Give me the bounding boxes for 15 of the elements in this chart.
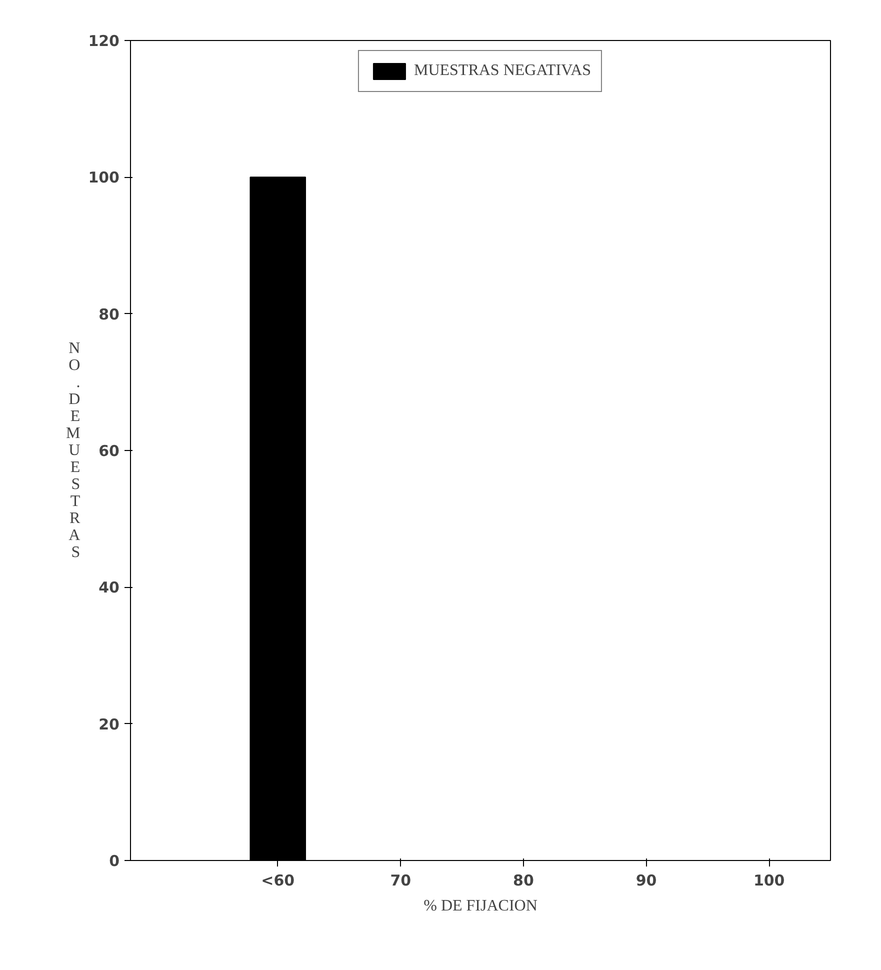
x-tick-label: 80 — [513, 872, 534, 890]
x-tick-label: 90 — [636, 872, 657, 890]
y-tick-label: 60 — [98, 442, 120, 460]
x-axis-title: % DE FIJACION — [424, 898, 538, 914]
legend-label: MUESTRAS NEGATIVAS — [414, 62, 592, 80]
x-tick-label: <60 — [261, 872, 295, 890]
y-tick-label: 20 — [98, 715, 120, 734]
y-tick-label: 120 — [88, 32, 120, 50]
y-tick-label: 0 — [109, 852, 120, 870]
y-tick-label: 100 — [88, 168, 120, 187]
y-tick-label: 80 — [98, 305, 120, 324]
x-tick-label: 100 — [753, 872, 785, 890]
y-tick-label: 40 — [98, 578, 120, 597]
x-tick-label: 70 — [390, 872, 412, 890]
text: NO. DE MUESTRAS — [66, 340, 80, 561]
